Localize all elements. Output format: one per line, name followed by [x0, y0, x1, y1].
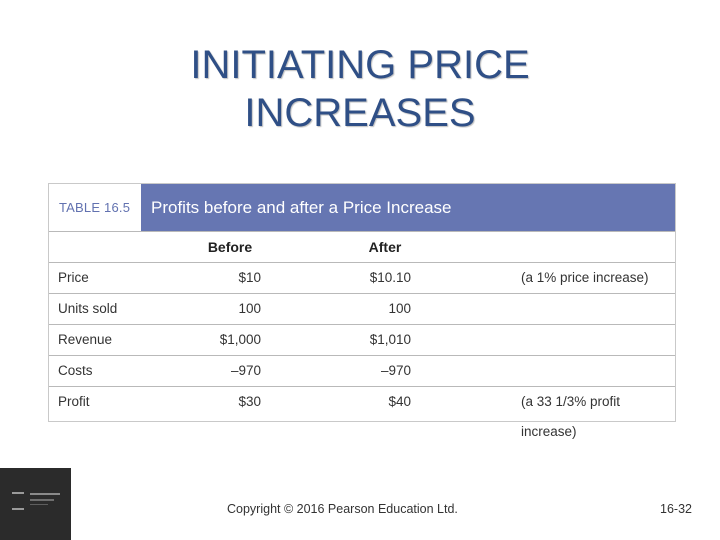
row-label: Revenue — [58, 332, 113, 347]
slide-title-line-1: INITIATING PRICE — [190, 42, 530, 87]
column-header-before: Before — [207, 239, 253, 255]
footer-copyright: Copyright © 2016 Pearson Education Ltd. — [227, 502, 458, 516]
book-cover-line — [30, 504, 48, 505]
profit-table: TABLE 16.5 Profits before and after a Pr… — [48, 183, 676, 439]
table-header: TABLE 16.5 Profits before and after a Pr… — [49, 184, 675, 231]
row-after-value: –970 — [380, 363, 411, 378]
table-row-profit: Profit $30 $40 (a 33 1/3% profit increas… — [49, 386, 675, 439]
row-before-value: $30 — [238, 394, 261, 409]
row-label: Price — [58, 270, 89, 285]
row-after-value: 100 — [388, 301, 411, 316]
row-before-value: 100 — [238, 301, 261, 316]
row-label: Units sold — [58, 301, 118, 316]
row-note: (a 33 1/3% profit increase) — [521, 394, 621, 439]
slide-title: INITIATING PRICE INCREASES — [0, 41, 720, 137]
table-row-revenue: Revenue $1,000 $1,010 — [49, 324, 675, 355]
book-cover-mark — [12, 492, 24, 510]
row-after-value: $40 — [388, 394, 411, 409]
book-cover-line — [30, 493, 60, 495]
row-note: (a 1% price increase) — [521, 270, 649, 285]
row-after-value: $1,010 — [369, 332, 411, 347]
column-header-after: After — [368, 239, 402, 255]
footer-page-number: 16-32 — [660, 502, 692, 516]
table-row-price: Price $10 $10.10 (a 1% price increase) — [49, 262, 675, 293]
table-column-headers: Before After — [49, 231, 675, 262]
table-row-costs: Costs –970 –970 — [49, 355, 675, 386]
row-label: Costs — [58, 363, 93, 378]
row-before-value: –970 — [230, 363, 261, 378]
row-before-value: $1,000 — [219, 332, 261, 347]
book-cover-line — [30, 499, 54, 501]
table-number-label: TABLE 16.5 — [49, 184, 141, 231]
row-before-value: $10 — [238, 270, 261, 285]
row-after-value: $10.10 — [369, 270, 411, 285]
table-title: Profits before and after a Price Increas… — [141, 184, 675, 231]
table-row-units-sold: Units sold 100 100 — [49, 293, 675, 324]
book-cover-thumbnail — [0, 468, 71, 540]
slide-title-line-2: INCREASES — [244, 90, 476, 135]
row-label: Profit — [58, 394, 90, 409]
